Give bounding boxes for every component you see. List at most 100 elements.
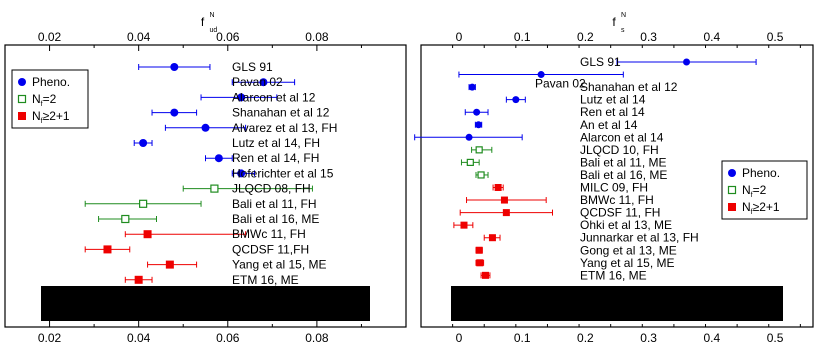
tick-label-top: 0.08 [305,30,329,44]
entry-label: Alarcon et al 12 [232,90,316,104]
marker [139,199,148,208]
entry-label: Junnarkar et al 13, FH [580,231,699,245]
marker [481,271,489,279]
tick-label-top: 0.06 [216,30,240,44]
data-point: BMWc 11, FH [124,227,306,241]
data-point: Junnarkar et al 13, FH [483,231,699,245]
data-point: ETM 16, ME [124,273,299,287]
plot-frame [420,44,814,328]
axis-title-sub: ud [210,27,218,34]
legend-label: Pheno. [32,75,70,89]
filled-circle-icon [18,78,26,86]
entry-label: Ohki et al 13, ME [580,218,672,232]
tick-label-top: 0.3 [640,30,657,44]
entry-label: Ren et al 14 [580,105,645,119]
legend-item: Nf=2 [17,92,57,108]
marker [214,154,223,163]
marker [121,214,130,224]
data-point: Ohki et al 13, ME [453,218,672,232]
legend-item: Pheno. [18,75,70,89]
tick-label-bottom: 0.1 [514,331,531,345]
marker [165,260,174,269]
entry-label: Lutz et al 14 [580,93,646,107]
data-point: QCDSF 11,FH [84,242,309,256]
marker [466,158,474,166]
data-point: Ren et al 14 [464,105,645,119]
entry-label: Hoferichter et al 15 [232,166,334,180]
entry-label: JLQCD 10, FH [580,143,659,157]
open-square-icon [727,185,737,195]
tick-label-bottom: 0.5 [767,331,784,345]
marker [210,184,219,193]
tick-label-top: 0.5 [767,30,784,44]
plot-frame [4,44,407,328]
data-point: Pavan 02 [231,75,296,89]
axis-title: f Nud [201,12,218,34]
chart-panel-2: 0 0 0.1 0.1 0.2 0.2 0.3 0.3 0.4 0.4 0.5 0.5 f Ns GLS 9… [414,12,814,345]
data-point: Bali et al 16, ME [475,168,667,182]
tick-label-bottom: 0.2 [577,331,594,345]
legend-item: Pheno. [728,166,780,180]
tick-label-bottom: 0.3 [640,331,657,345]
entry-label: Lutz et al 14, FH [232,136,320,150]
marker [683,58,691,66]
data-point: Yang et al 15, ME [147,258,327,272]
entry-label: Yang et al 15, ME [580,256,675,270]
entry-label: Alarcon et al 14 [580,130,664,144]
entry-label: Bali et al 16, ME [580,168,667,182]
tick-label-top: 0.2 [577,30,594,44]
data-point: JLQCD 10, FH [471,143,659,157]
marker [537,71,545,79]
data-point: ETM 16, ME [480,268,647,282]
marker [237,93,246,102]
entry-label: BMWc 11, FH [232,227,306,241]
data-point: Ren et al 14, FH [205,151,319,165]
entry-label: QCDSF 11,FH [232,242,309,256]
entry-label: Pavan 02 [535,77,586,91]
entry-label: GLS 91 [580,55,621,69]
tick-label-bottom: 0.06 [216,331,240,345]
entry-label: MILC 09, FH [580,181,648,195]
data-point: Bali et al 11, FH [84,197,316,211]
legend: Pheno. Nf=2Nf≥2+1 [721,160,808,220]
data-point: Hoferichter et al 15 [231,166,334,180]
data-point: Shanahan et al 12 [468,80,678,94]
marker [143,230,152,239]
data-point: Shanahan et al 12 [151,106,330,120]
redaction-bar [41,286,370,321]
marker [460,221,468,229]
data-point: Bali et al 16, ME [98,212,319,226]
legend-box [721,160,808,220]
entry-label: Bali et al 11, ME [580,155,666,169]
tick-label-bottom: 0.08 [305,331,329,345]
legend-item: Nf=2 [727,183,767,199]
entry-label: ETM 16, ME [232,273,299,287]
marker [139,139,148,147]
entry-label: Shanahan et al 12 [232,106,330,120]
tick-label-top: 0.4 [703,30,720,44]
entry-label: Alvarez et al 13, FH [232,121,337,135]
data-point: BMWc 11, FH [466,193,654,207]
entry-label: Bali et al 16, ME [232,212,319,226]
tick-label-top: 0.04 [127,30,151,44]
tick-label-top: 0.1 [514,30,531,44]
entry-label: ETM 16, ME [580,268,647,282]
tick-label-bottom: 0 [456,331,463,345]
marker [512,96,520,104]
marker [103,245,112,254]
data-point: Bali et al 11, ME [460,155,666,169]
marker [500,196,508,204]
axis-title-main: f [612,15,616,29]
entry-label: Bali et al 11, FH [232,197,316,211]
entry-label: QCDSF 11, FH [580,206,660,220]
tick-label-bottom: 0.02 [38,331,62,345]
marker [237,169,246,178]
marker [475,121,483,129]
marker [170,108,179,117]
data-point: Lutz et al 14 [505,93,646,107]
axis-title-sub: s [621,27,625,34]
tick-label-top: 0 [456,30,463,44]
open-square-icon [17,94,27,104]
redaction-bar [451,286,783,321]
